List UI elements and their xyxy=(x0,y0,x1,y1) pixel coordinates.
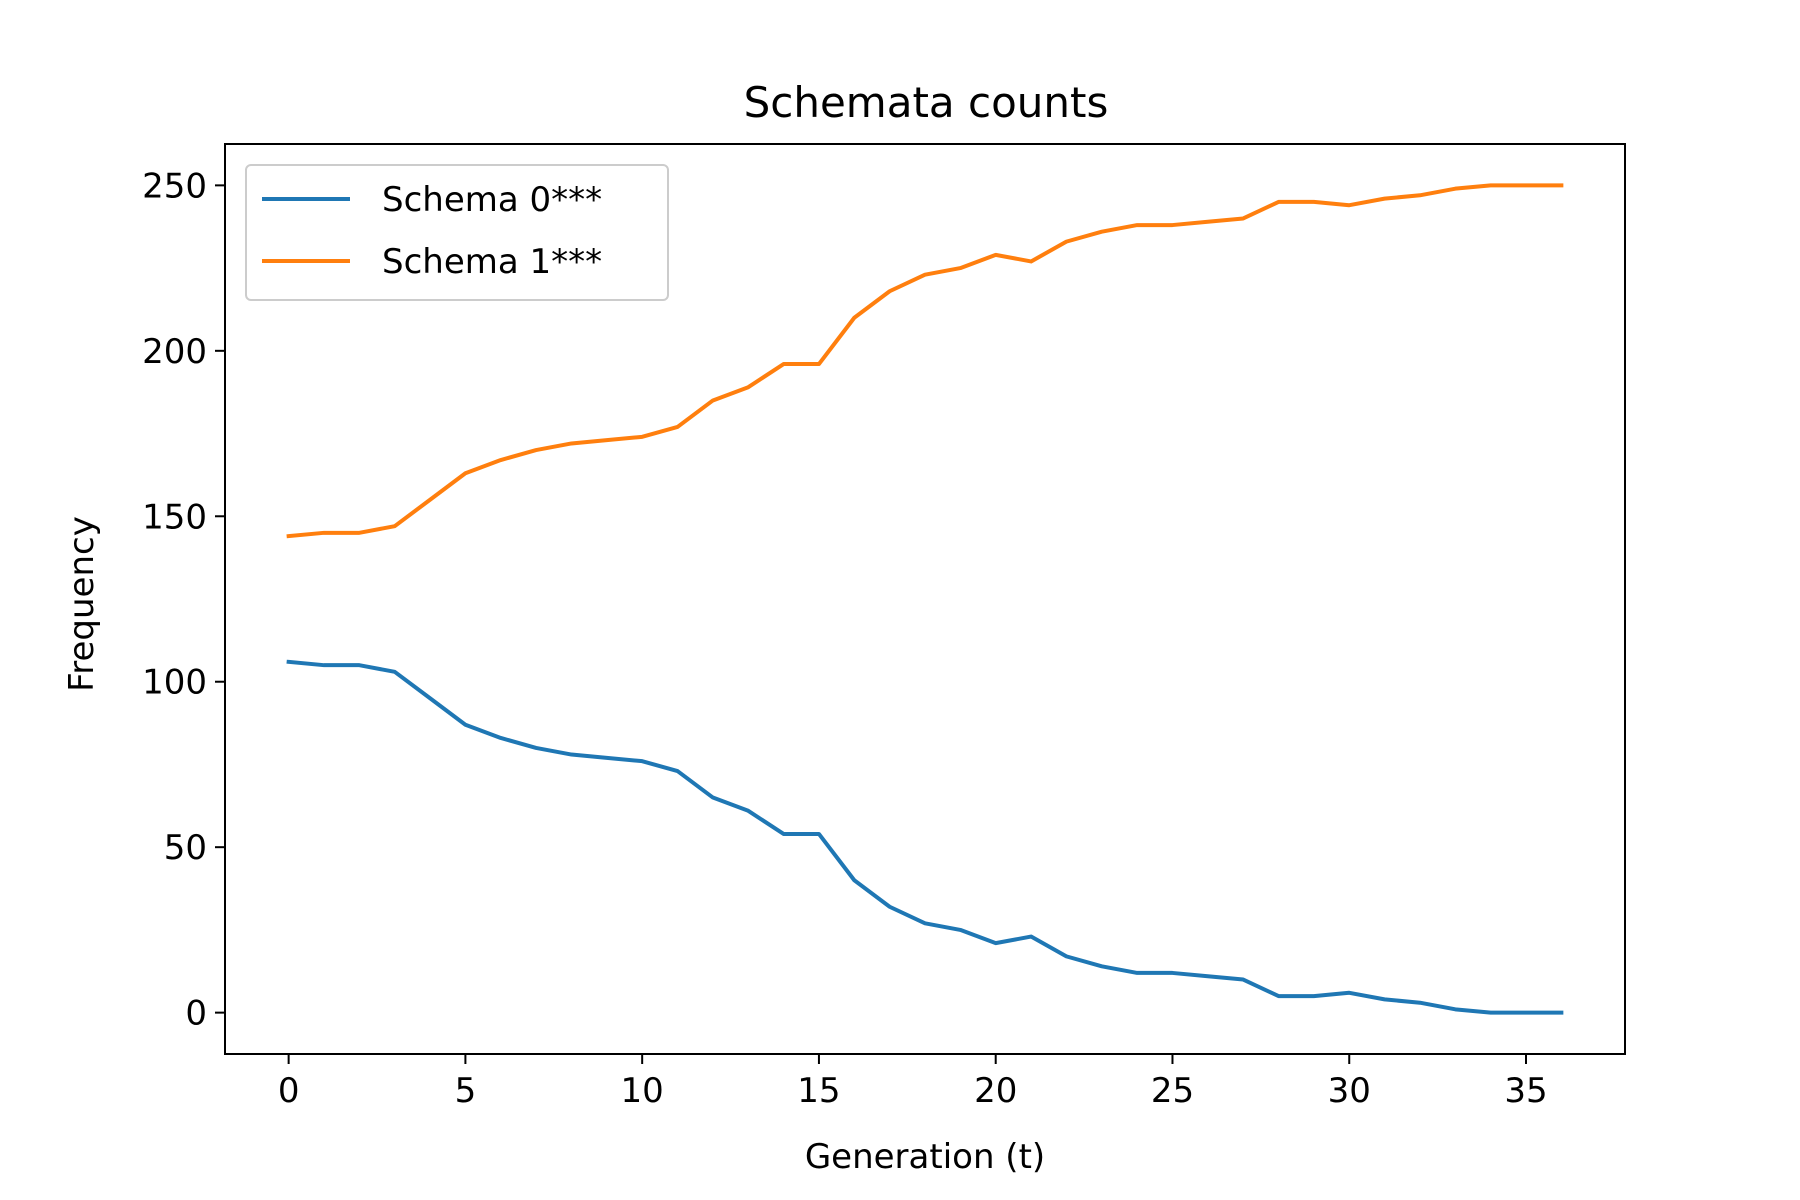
y-tick-label: 0 xyxy=(185,994,207,1034)
y-tick-label: 250 xyxy=(142,166,207,206)
x-axis-label: Generation (t) xyxy=(805,1137,1045,1177)
legend-label-1: Schema 1*** xyxy=(382,242,602,282)
y-tick-label: 200 xyxy=(142,332,207,372)
series-line-0 xyxy=(286,659,1564,1015)
y-tick-label: 150 xyxy=(142,497,207,537)
x-tick-label: 0 xyxy=(278,1071,300,1111)
plot-area xyxy=(286,183,1564,1015)
legend: Schema 0*** Schema 1*** xyxy=(245,164,669,301)
x-axis: 0 5 10 15 20 25 30 35 xyxy=(278,1054,1548,1111)
y-tick-label: 50 xyxy=(164,828,207,868)
series-line-1 xyxy=(286,183,1564,539)
x-tick-label: 5 xyxy=(455,1071,477,1111)
x-tick-label: 20 xyxy=(974,1071,1017,1111)
x-tick-label: 30 xyxy=(1328,1071,1371,1111)
legend-label-0: Schema 0*** xyxy=(382,180,602,220)
y-tick-label: 100 xyxy=(142,663,207,703)
y-axis: 0 50 100 150 200 250 xyxy=(142,166,225,1034)
x-tick-label: 25 xyxy=(1151,1071,1194,1111)
plot-frame xyxy=(224,143,1626,1055)
x-tick-label: 15 xyxy=(797,1071,840,1111)
chart-title: Schemata counts xyxy=(744,78,1109,127)
x-tick-label: 10 xyxy=(621,1071,664,1111)
y-axis-label: Frequency xyxy=(62,516,102,692)
legend-box xyxy=(245,164,669,301)
x-tick-label: 35 xyxy=(1504,1071,1547,1111)
